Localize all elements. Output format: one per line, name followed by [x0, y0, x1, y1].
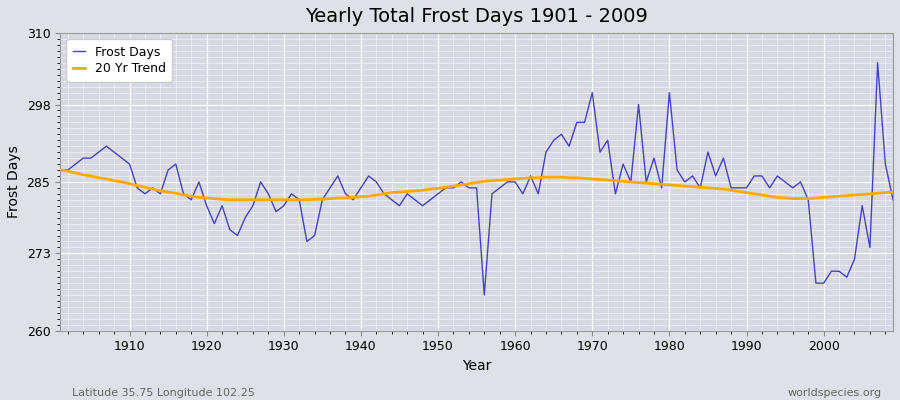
Frost Days	[332, 174, 343, 178]
Frost Days	[872, 60, 883, 65]
20 Yr Trend	[116, 180, 127, 184]
20 Yr Trend	[224, 197, 235, 202]
20 Yr Trend	[518, 176, 528, 181]
20 Yr Trend	[610, 178, 621, 183]
Line: 20 Yr Trend: 20 Yr Trend	[60, 170, 893, 200]
Text: worldspecies.org: worldspecies.org	[788, 388, 882, 398]
20 Yr Trend	[509, 176, 520, 181]
Frost Days	[55, 168, 66, 172]
Frost Days	[479, 293, 490, 298]
Frost Days	[610, 192, 621, 196]
20 Yr Trend	[293, 197, 304, 202]
Frost Days	[509, 180, 520, 184]
Title: Yearly Total Frost Days 1901 - 2009: Yearly Total Frost Days 1901 - 2009	[305, 7, 648, 26]
Frost Days	[518, 192, 528, 196]
Legend: Frost Days, 20 Yr Trend: Frost Days, 20 Yr Trend	[67, 39, 172, 82]
20 Yr Trend	[887, 190, 898, 194]
Frost Days	[887, 197, 898, 202]
Line: Frost Days: Frost Days	[60, 63, 893, 295]
20 Yr Trend	[340, 196, 351, 200]
Frost Days	[286, 192, 297, 196]
Y-axis label: Frost Days: Frost Days	[7, 146, 21, 218]
20 Yr Trend	[55, 168, 66, 172]
Frost Days	[116, 156, 127, 160]
X-axis label: Year: Year	[462, 359, 491, 373]
Text: Latitude 35.75 Longitude 102.25: Latitude 35.75 Longitude 102.25	[72, 388, 255, 398]
